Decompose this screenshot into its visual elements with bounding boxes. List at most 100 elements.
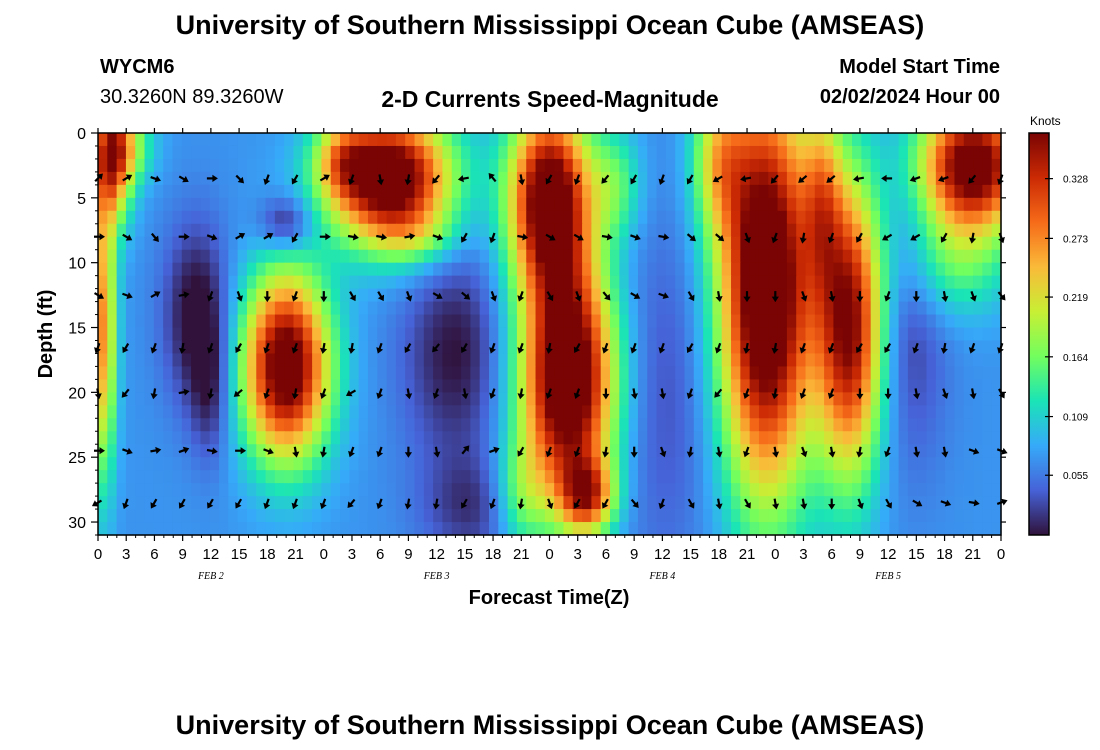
heat-cell	[675, 158, 686, 173]
heat-cell	[200, 340, 211, 355]
heat-cell	[312, 457, 323, 471]
heat-cell	[572, 314, 583, 329]
heat-cell	[479, 184, 490, 199]
heat-cell	[935, 470, 946, 484]
heat-cell	[98, 509, 108, 523]
heat-cell	[488, 249, 499, 264]
heat-cell	[665, 236, 676, 251]
heat-cell	[284, 236, 295, 251]
heat-cell	[116, 223, 127, 238]
current-arrow	[884, 342, 892, 354]
current-arrow-head	[545, 177, 552, 185]
heat-cell	[405, 327, 416, 342]
heat-cell	[498, 145, 509, 160]
heat-cell	[870, 379, 881, 393]
heat-cell	[125, 379, 136, 393]
current-arrow-head	[715, 451, 723, 458]
heat-cell	[619, 171, 630, 186]
heat-cell	[935, 275, 946, 290]
heat-cell	[153, 314, 164, 329]
heat-cell	[367, 262, 378, 277]
x-tick-label: 18	[710, 546, 727, 563]
heat-cell	[386, 379, 397, 393]
heat-cell	[637, 145, 648, 160]
heat-cell	[861, 236, 872, 251]
heat-cell	[209, 366, 220, 380]
heat-cell	[470, 509, 481, 523]
current-arrow	[658, 342, 666, 354]
heat-cell	[721, 314, 732, 329]
heat-cell	[628, 184, 639, 199]
heat-cell	[917, 483, 928, 497]
heat-cell	[935, 236, 946, 251]
heat-cell	[982, 145, 993, 160]
heat-cell	[740, 353, 751, 368]
heat-cell	[274, 470, 285, 484]
heat-cell	[451, 457, 462, 471]
heat-cell	[181, 379, 192, 393]
current-arrow-head	[184, 233, 190, 241]
heat-cell	[470, 133, 481, 147]
x-tick-label: 3	[122, 546, 130, 563]
heat-cell	[954, 483, 965, 497]
heat-cell	[665, 340, 676, 355]
heat-cell	[312, 249, 323, 264]
heat-cell	[274, 379, 285, 393]
heat-cell	[321, 158, 332, 173]
heat-cell	[442, 392, 453, 406]
heat-cell	[656, 405, 667, 419]
heat-cell	[935, 327, 946, 342]
heat-cell	[758, 340, 769, 355]
current-arrow-head	[319, 392, 327, 399]
current-arrow	[744, 498, 751, 509]
heat-cell	[116, 327, 127, 342]
heat-cell	[600, 418, 611, 432]
heat-cell	[181, 223, 192, 238]
heat-cell	[861, 262, 872, 277]
heat-cell	[461, 366, 471, 380]
heat-cell	[768, 431, 779, 445]
heat-cell	[284, 262, 295, 277]
heat-cell	[628, 314, 639, 329]
heat-cell	[302, 197, 313, 212]
heat-cell	[600, 133, 611, 147]
heat-cell	[991, 353, 1002, 368]
heat-cell	[842, 236, 853, 251]
current-arrow-head	[517, 393, 525, 400]
heat-cell	[572, 522, 583, 536]
heat-cell	[870, 353, 881, 368]
heat-cell	[330, 392, 341, 406]
current-arrow	[460, 498, 468, 509]
heat-cell	[861, 197, 872, 212]
heat-cell	[610, 249, 620, 264]
heat-cell	[349, 392, 360, 406]
heat-cell	[684, 509, 695, 523]
heat-cell	[405, 444, 416, 458]
heat-cell	[693, 133, 704, 147]
heat-cell	[330, 210, 341, 225]
heat-cell	[945, 158, 956, 173]
heat-cell	[461, 314, 471, 329]
heat-cell	[535, 392, 546, 406]
heat-cell	[163, 197, 174, 212]
heat-cell	[684, 379, 695, 393]
heat-cell	[907, 249, 918, 264]
heat-cell	[358, 210, 369, 225]
current-arrow	[913, 446, 921, 458]
heat-cell	[973, 340, 983, 355]
heat-cell	[200, 327, 211, 342]
heat-cell	[665, 145, 676, 160]
heat-cell	[172, 366, 183, 380]
heat-cell	[731, 418, 741, 432]
heat-cell	[293, 470, 304, 484]
current-arrow-head	[347, 501, 354, 508]
heat-cell	[768, 457, 779, 471]
current-arrow	[800, 446, 808, 458]
heat-cell	[786, 210, 797, 225]
current-arrow	[206, 174, 218, 182]
heat-cell	[330, 133, 341, 147]
heat-cell	[786, 509, 797, 523]
heat-cell	[312, 353, 323, 368]
heat-cell	[516, 470, 527, 484]
heat-cell	[293, 262, 304, 277]
